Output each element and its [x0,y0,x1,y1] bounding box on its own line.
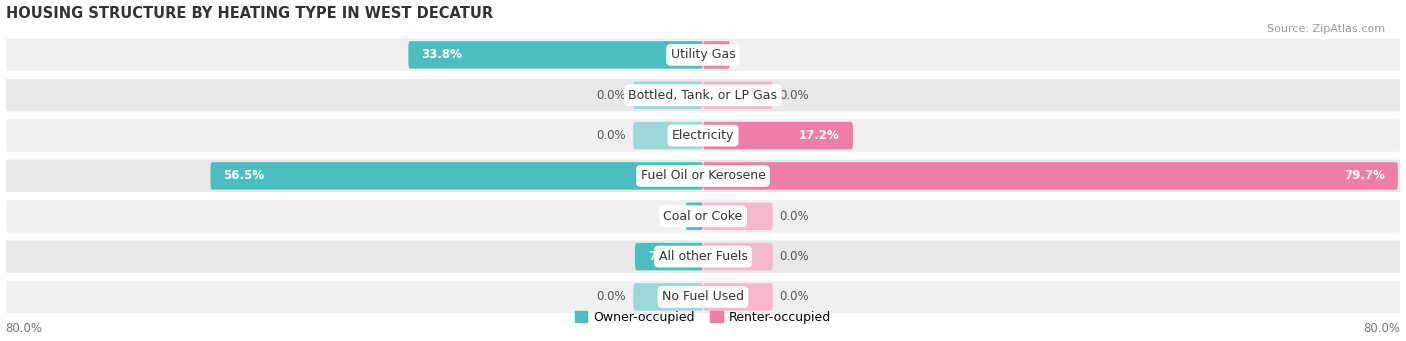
Text: 56.5%: 56.5% [224,169,264,182]
Text: 0.0%: 0.0% [596,89,626,102]
FancyBboxPatch shape [6,119,1400,152]
Text: Bottled, Tank, or LP Gas: Bottled, Tank, or LP Gas [628,89,778,102]
Text: 80.0%: 80.0% [6,322,42,335]
Text: Utility Gas: Utility Gas [671,48,735,61]
FancyBboxPatch shape [6,79,1400,112]
FancyBboxPatch shape [6,281,1400,313]
Text: 80.0%: 80.0% [1364,322,1400,335]
FancyBboxPatch shape [636,243,703,270]
Text: Electricity: Electricity [672,129,734,142]
FancyBboxPatch shape [633,81,703,109]
Legend: Owner-occupied, Renter-occupied: Owner-occupied, Renter-occupied [569,306,837,329]
FancyBboxPatch shape [6,39,1400,71]
Text: Coal or Coke: Coal or Coke [664,210,742,223]
FancyBboxPatch shape [633,122,703,149]
Text: 79.7%: 79.7% [1344,169,1385,182]
Text: 3.1%: 3.1% [685,48,717,61]
Text: 0.0%: 0.0% [780,250,810,263]
FancyBboxPatch shape [408,41,703,69]
FancyBboxPatch shape [686,203,703,230]
FancyBboxPatch shape [703,162,1398,190]
Text: Source: ZipAtlas.com: Source: ZipAtlas.com [1267,24,1385,34]
Text: 2.0%: 2.0% [699,210,731,223]
FancyBboxPatch shape [703,203,773,230]
Text: HOUSING STRUCTURE BY HEATING TYPE IN WEST DECATUR: HOUSING STRUCTURE BY HEATING TYPE IN WES… [6,5,492,20]
Text: 17.2%: 17.2% [799,129,839,142]
FancyBboxPatch shape [6,160,1400,192]
FancyBboxPatch shape [703,122,853,149]
FancyBboxPatch shape [703,81,773,109]
Text: 33.8%: 33.8% [422,48,463,61]
FancyBboxPatch shape [703,41,730,69]
FancyBboxPatch shape [211,162,703,190]
FancyBboxPatch shape [703,283,773,311]
Text: Fuel Oil or Kerosene: Fuel Oil or Kerosene [641,169,765,182]
FancyBboxPatch shape [633,283,703,311]
Text: 0.0%: 0.0% [780,210,810,223]
FancyBboxPatch shape [703,243,773,270]
Text: 0.0%: 0.0% [596,129,626,142]
Text: 0.0%: 0.0% [780,89,810,102]
Text: 0.0%: 0.0% [780,291,810,303]
Text: 0.0%: 0.0% [596,291,626,303]
FancyBboxPatch shape [6,200,1400,233]
Text: All other Fuels: All other Fuels [658,250,748,263]
FancyBboxPatch shape [6,240,1400,273]
Text: 7.8%: 7.8% [648,250,681,263]
Text: No Fuel Used: No Fuel Used [662,291,744,303]
